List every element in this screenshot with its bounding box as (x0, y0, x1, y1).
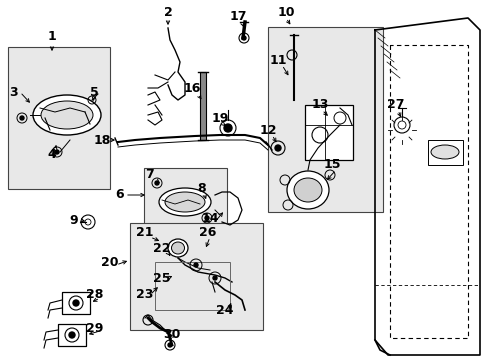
Text: 23: 23 (136, 288, 153, 302)
Text: 11: 11 (269, 54, 286, 67)
Circle shape (168, 343, 172, 347)
Text: 5: 5 (89, 85, 98, 99)
Text: 24: 24 (216, 303, 233, 316)
Ellipse shape (168, 239, 187, 257)
Bar (8, 47, 110, 189)
Text: 6: 6 (116, 189, 124, 202)
Text: 3: 3 (10, 85, 18, 99)
Bar (427, 140, 462, 165)
Text: 29: 29 (86, 321, 103, 334)
Circle shape (155, 181, 159, 185)
Ellipse shape (33, 95, 101, 135)
Text: 17: 17 (229, 10, 246, 23)
Circle shape (242, 36, 245, 40)
Bar (143, 168, 226, 240)
Circle shape (213, 276, 217, 280)
Circle shape (73, 300, 79, 306)
Bar (130, 223, 263, 330)
Bar (155, 262, 229, 310)
Circle shape (204, 216, 208, 220)
Text: 14: 14 (201, 211, 218, 225)
Circle shape (194, 263, 198, 267)
Text: 18: 18 (93, 134, 110, 147)
Ellipse shape (286, 171, 328, 209)
Bar (58, 324, 86, 346)
Text: 1: 1 (47, 31, 56, 44)
Text: 28: 28 (86, 288, 103, 302)
Bar (200, 72, 205, 140)
Circle shape (69, 332, 75, 338)
Text: 12: 12 (259, 123, 276, 136)
Text: 7: 7 (145, 168, 154, 181)
Ellipse shape (159, 188, 210, 216)
Text: 4: 4 (47, 148, 56, 162)
Circle shape (20, 116, 24, 120)
Text: 22: 22 (153, 242, 170, 255)
Ellipse shape (171, 242, 184, 254)
Text: 27: 27 (386, 99, 404, 112)
Bar (267, 27, 382, 212)
Ellipse shape (164, 192, 204, 212)
Text: 21: 21 (136, 225, 153, 238)
Text: 2: 2 (163, 5, 172, 18)
Text: 19: 19 (211, 112, 228, 125)
Bar (62, 292, 90, 314)
Text: 26: 26 (199, 225, 216, 238)
Text: 15: 15 (323, 158, 340, 171)
Text: 9: 9 (70, 213, 78, 226)
Ellipse shape (41, 101, 93, 129)
Text: 25: 25 (153, 271, 170, 284)
Ellipse shape (430, 145, 458, 159)
Text: 10: 10 (277, 5, 294, 18)
Circle shape (55, 150, 59, 154)
Bar (305, 105, 352, 160)
Circle shape (224, 124, 231, 132)
Ellipse shape (293, 178, 321, 202)
Text: 20: 20 (101, 256, 119, 269)
Circle shape (274, 145, 281, 151)
Text: 8: 8 (197, 181, 206, 194)
Text: 30: 30 (163, 328, 181, 342)
Text: 16: 16 (183, 81, 200, 94)
Text: 13: 13 (311, 99, 328, 112)
